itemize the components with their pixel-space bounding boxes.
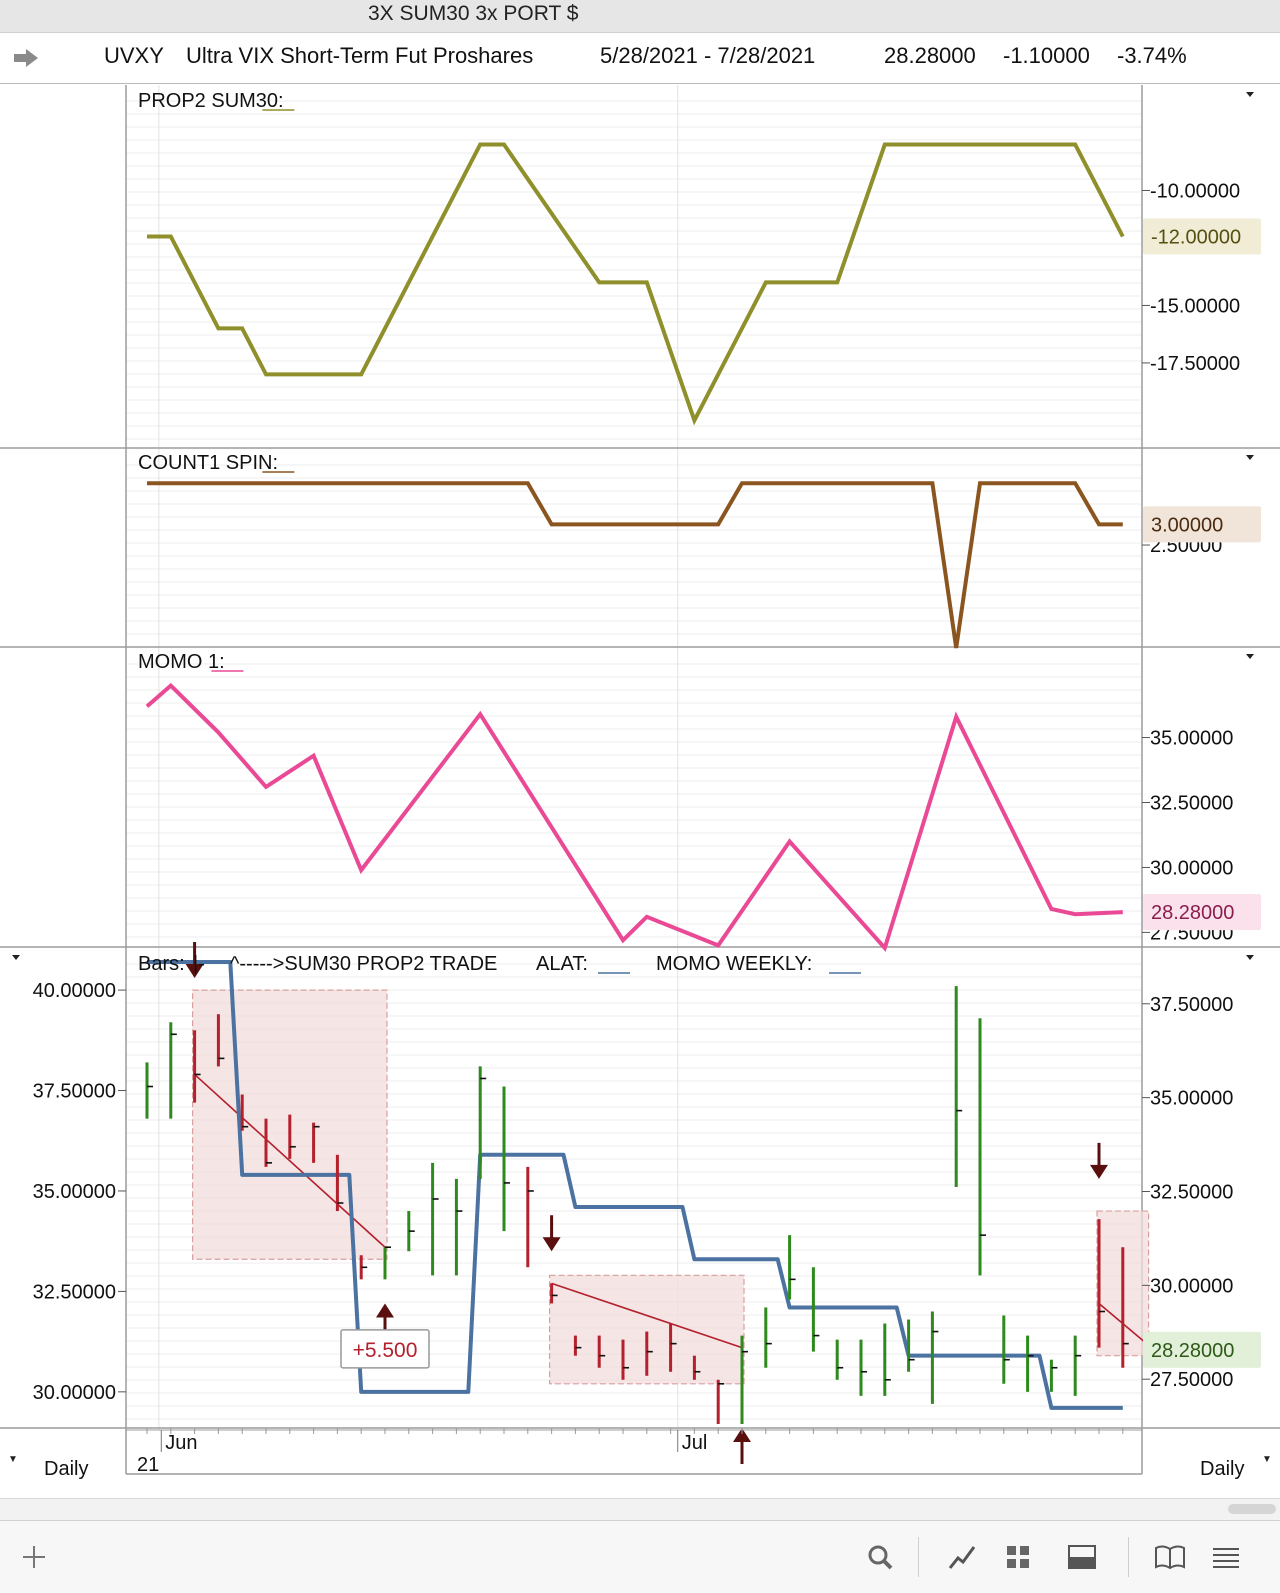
horizontal-scroll-thumb[interactable]	[1228, 1504, 1276, 1514]
prop2-last-label: -12.00000	[1151, 226, 1241, 248]
trade-profit-box	[340, 1329, 430, 1369]
price-left-tick-label: 37.50000	[33, 1081, 116, 1103]
price-left-tick-label: 30.00000	[33, 1382, 116, 1404]
month-label-jun: Jun	[165, 1432, 197, 1454]
add-icon[interactable]	[16, 1539, 52, 1575]
period-label-right[interactable]: Daily	[1200, 1458, 1245, 1480]
toolbar-separator	[918, 1537, 919, 1577]
count1-line	[147, 481, 1123, 649]
count1-last-label-bg	[1143, 506, 1261, 543]
price-right-tick-label: 37.50000	[1150, 994, 1233, 1016]
momo-tick-label: 32.50000	[1150, 793, 1233, 815]
signal-arrow-down	[542, 1215, 561, 1252]
price-right-tick-label: 32.50000	[1150, 1181, 1233, 1203]
price-legend-bars: |-	[193, 953, 205, 975]
price-right-tick-label: 27.50000	[1150, 1369, 1233, 1391]
bottom-toolbar	[0, 1520, 1280, 1593]
prop2-line	[147, 142, 1125, 426]
price-left-tick-label: 35.00000	[33, 1181, 116, 1203]
price-legend-alat: ALAT:	[536, 953, 588, 975]
period-label-left[interactable]: Daily	[44, 1458, 89, 1480]
date-range: 5/28/2021 - 7/28/2021	[600, 43, 816, 68]
menu-icon[interactable]	[1208, 1539, 1244, 1575]
panel-menu-icon	[1246, 92, 1254, 97]
toolbar-separator	[1128, 1537, 1129, 1577]
panel-menu-icon	[1246, 455, 1254, 460]
price-last-label-bg	[1143, 1331, 1261, 1368]
search-icon[interactable]	[862, 1539, 898, 1575]
price-left-tick-label: 40.00000	[33, 980, 116, 1002]
prop2-tick-label: -17.50000	[1150, 353, 1240, 375]
signal-arrow-up	[376, 1303, 394, 1340]
year-label: 21	[137, 1454, 159, 1476]
prop2-title: PROP2 SUM30:	[138, 90, 284, 112]
draw-line-icon[interactable]	[944, 1539, 980, 1575]
count1-title: COUNT1 SPIN:	[138, 452, 278, 474]
percent-change: -3.74%	[1117, 43, 1187, 68]
price-legend-title: Bars:	[138, 953, 185, 975]
trailing-stop-line	[147, 959, 1123, 1410]
price-legend-momo-weekly: MOMO WEEKLY:	[656, 953, 812, 975]
momo-title: MOMO 1:	[138, 651, 225, 673]
trade-path-line	[551, 1282, 743, 1349]
panel-menu-icon	[1246, 955, 1254, 960]
price-legend-trade: ^----->SUM30 PROP2 TRADE	[230, 953, 497, 975]
count1-last-label: 3.00000	[1151, 514, 1223, 536]
left-period-dropdown-icon[interactable]: ▼	[8, 1454, 18, 1465]
symbol-name: Ultra VIX Short-Term Fut Proshares	[186, 43, 534, 68]
momo-last-label: 28.28000	[1151, 902, 1234, 924]
horizontal-scroll-track[interactable]	[0, 1498, 1280, 1521]
price-right-tick-label: 35.00000	[1150, 1088, 1233, 1110]
price-right-tick-label: 30.00000	[1150, 1275, 1233, 1297]
momo-tick-label: 35.00000	[1150, 728, 1233, 750]
momo-tick-label: 30.00000	[1150, 857, 1233, 879]
window-titlebar: 3X SUM30 3x PORT $	[0, 0, 1280, 33]
forward-arrow-icon[interactable]	[12, 47, 40, 69]
window-title: 3X SUM30 3x PORT $	[368, 2, 579, 25]
price-left-tick-label: 32.50000	[33, 1281, 116, 1303]
prop2-tick-label: -15.00000	[1150, 295, 1240, 317]
momo-last-label-bg	[1143, 894, 1261, 931]
symbol-ticker: UVXY	[104, 43, 164, 68]
data-layer	[145, 142, 1150, 1464]
label-layer: PROP2 SUM30: -10.00000 -15.00000 -17.50000 -…	[33, 90, 1261, 1476]
signal-arrow-down	[185, 942, 204, 979]
book-icon[interactable]	[1152, 1539, 1188, 1575]
last-price: 28.28000	[884, 43, 976, 68]
prop2-last-label-bg	[1143, 218, 1261, 255]
price-change: -1.10000	[1003, 43, 1090, 68]
panel-menu-icon	[1246, 654, 1254, 659]
panel-layout-icon[interactable]	[1064, 1539, 1100, 1575]
panel-menu-icon	[12, 955, 20, 960]
signal-arrow-up	[733, 1428, 751, 1464]
momo-line	[145, 682, 1123, 952]
grid-layout-icon[interactable]	[1000, 1539, 1036, 1575]
symbol-info-bar: UVXY Ultra VIX Short-Term Fut Proshares …	[0, 33, 1280, 84]
panel-frames	[0, 85, 1280, 1475]
right-period-dropdown-icon[interactable]: ▼	[1262, 1454, 1272, 1465]
prop2-tick-label: -10.00000	[1150, 180, 1240, 202]
signal-arrow-down	[1090, 1142, 1108, 1179]
trade-profit-label: +5.500	[353, 1339, 418, 1362]
price-last-label: 28.28000	[1151, 1340, 1234, 1362]
chart-area[interactable]: PROP2 SUM30: -10.00000 -15.00000 -17.50000 -…	[0, 0, 1280, 1520]
month-label-jul: Jul	[682, 1432, 708, 1454]
